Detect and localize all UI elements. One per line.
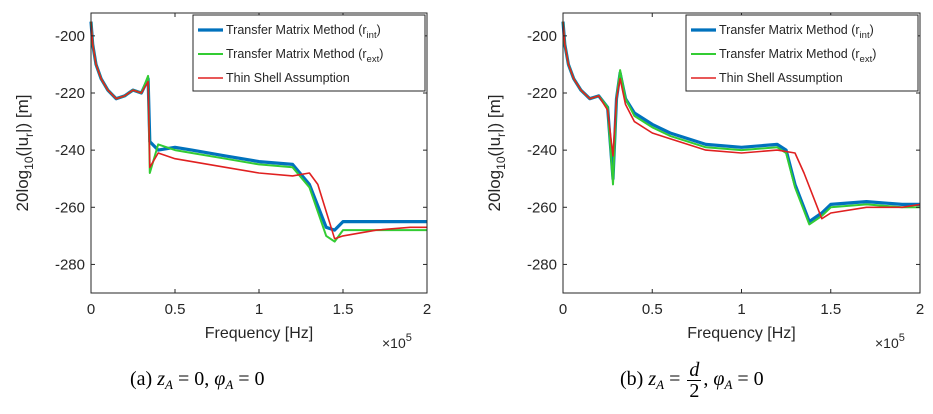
x-tick-label: 1	[737, 301, 745, 318]
legend-text: Transfer Matrix Method (r	[719, 23, 860, 37]
legend-text: Thin Shell Assumption	[719, 71, 843, 85]
x-tick-label: 0	[559, 301, 567, 318]
legend-box	[192, 14, 426, 92]
y-tick-label: -240	[527, 142, 557, 159]
caption-b-denominator: 2	[689, 380, 700, 402]
legend: Transfer Matrix Method (rint)Transfer Ma…	[685, 14, 919, 92]
caption-a-phi: φ	[214, 368, 226, 390]
legend-close: )	[872, 47, 876, 61]
x-tick-label: 0.5	[642, 301, 663, 318]
legend-close: )	[379, 47, 383, 61]
legend-text: Transfer Matrix Method (r	[226, 47, 367, 61]
y-label-pre: 20log	[13, 170, 32, 212]
legend-sub: int	[367, 30, 377, 41]
y-label-mid: (|u	[13, 137, 32, 157]
caption-b-z: z	[648, 368, 657, 391]
x-tick-label: 0	[87, 301, 95, 318]
legend-text: Thin Shell Assumption	[226, 71, 350, 85]
y-tick-label: -260	[55, 199, 85, 216]
y-tick-label: -240	[55, 142, 85, 159]
caption-a-phi-sub: A	[225, 377, 234, 392]
legend-text: Transfer Matrix Method (r	[719, 47, 860, 61]
x-multiplier-base: ×10	[382, 335, 406, 351]
legend-label-1: Transfer Matrix Method (rext)	[226, 47, 383, 65]
caption-b-eq1: =	[664, 368, 686, 391]
x-tick-label: 2	[916, 301, 924, 318]
y-tick-label: -220	[527, 85, 557, 102]
legend-label-0: Transfer Matrix Method (rint)	[226, 23, 381, 41]
y-label-post: |) [m]	[485, 95, 504, 133]
legend: Transfer Matrix Method (rint)Transfer Ma…	[192, 14, 426, 92]
legend-text: Transfer Matrix Method (r	[226, 23, 367, 37]
legend-box	[685, 14, 919, 92]
legend-sub: ext	[367, 54, 380, 65]
x-tick-label: 1.5	[333, 301, 354, 318]
series-line-2	[90, 21, 427, 240]
x-multiplier: ×105	[875, 332, 905, 351]
y-tick-label: -200	[527, 28, 557, 45]
caption-b-z-sub: A	[656, 377, 665, 393]
y-axis-label: 20log10(|ur|) [m]	[13, 95, 36, 212]
series-group	[89, 21, 427, 243]
x-axis-label: Frequency [Hz]	[205, 325, 313, 342]
y-tick-label: -220	[55, 85, 85, 102]
legend-label-0: Transfer Matrix Method (rint)	[719, 23, 874, 41]
legend-sub: ext	[860, 54, 873, 65]
caption-b-label: (b)	[620, 368, 644, 391]
legend-close: )	[377, 23, 381, 37]
y-label-sub2: r	[494, 133, 508, 137]
caption-b-eq2: = 0	[732, 368, 764, 391]
x-axis-label: Frequency [Hz]	[687, 325, 795, 342]
caption-b-sep: ,	[703, 368, 714, 391]
legend-label-2: Thin Shell Assumption	[719, 71, 843, 85]
series-line-2	[562, 21, 921, 220]
y-tick-label: -280	[55, 256, 85, 273]
legend-close: )	[870, 23, 874, 37]
y-tick-label: -280	[527, 256, 557, 273]
y-tick-label: -260	[527, 199, 557, 216]
caption-a-z: z	[157, 368, 165, 390]
caption-a-z-sub: A	[165, 377, 173, 392]
caption-a-eq2: = 0	[233, 368, 265, 390]
caption-b-phi: φ	[713, 368, 725, 391]
caption-b-phi-sub: A	[724, 377, 733, 393]
x-multiplier-exponent: 5	[899, 332, 905, 344]
x-multiplier-exponent: 5	[406, 332, 412, 344]
caption-a-label: (a)	[130, 368, 153, 390]
subplot-b: 0 0.5 1 1.5 2 -200 -220 -240 -260 -280 Frequency […	[485, 12, 924, 351]
y-tick-label: -200	[55, 28, 85, 45]
caption-a: (a) zA = 0, φA = 0	[130, 368, 265, 393]
x-tick-label: 1	[255, 301, 263, 318]
y-label-sub2: r	[22, 133, 36, 137]
x-tick-label: 2	[423, 301, 431, 318]
y-label-pre: 20log	[485, 170, 504, 212]
y-label-mid: (|u	[485, 137, 504, 157]
y-label-sub1: 10	[22, 156, 36, 170]
legend-sub: int	[860, 30, 870, 41]
legend-label-1: Transfer Matrix Method (rext)	[719, 47, 876, 65]
x-multiplier: ×105	[382, 332, 412, 351]
legend-label-2: Thin Shell Assumption	[226, 71, 350, 85]
y-label-sub1: 10	[494, 156, 508, 170]
x-tick-label: 1.5	[820, 301, 841, 318]
x-tick-label: 0.5	[165, 301, 186, 318]
y-axis-label: 20log10(|ur|) [m]	[485, 95, 508, 212]
subplot-a: 0 0.5 1 1.5 2 -200 -220 -240 -260 -280 Frequency […	[13, 12, 431, 351]
x-multiplier-base: ×10	[875, 335, 899, 351]
series-group	[561, 21, 921, 226]
caption-b-numerator: d	[687, 359, 702, 381]
caption-a-eq1: = 0,	[172, 368, 215, 390]
y-label-post: |) [m]	[13, 95, 32, 133]
